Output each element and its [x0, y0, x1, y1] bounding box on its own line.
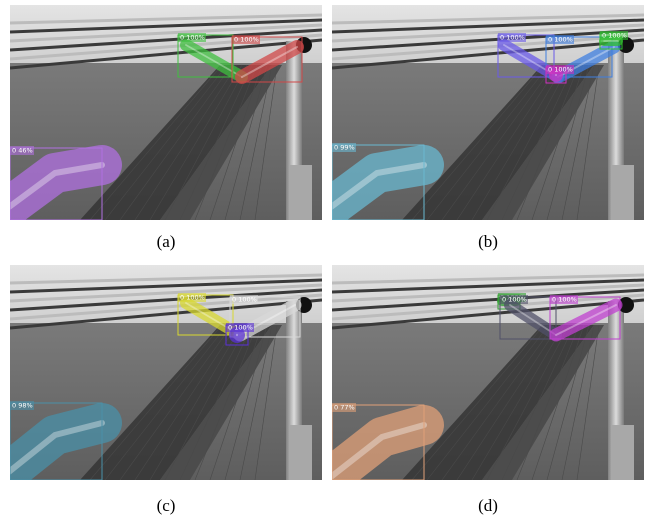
- box-label: 0 46%: [12, 147, 33, 155]
- box-label: 0 100%: [500, 34, 525, 42]
- caption: (b): [478, 232, 498, 251]
- photo-panel: 0 100% 0 100% 0 100% 0 100% 0 99%: [327, 5, 644, 221]
- figure: 0 100%0 100%0 46%(a)0 100%0 100%0 100%0 …: [0, 0, 654, 522]
- box-label: 0 100%: [180, 294, 205, 302]
- box-label: 0 100%: [502, 296, 527, 304]
- box-label: 0 100%: [232, 296, 257, 304]
- box-label: 0 100%: [180, 34, 205, 42]
- box-label: 0 100%: [234, 36, 259, 44]
- box-label: 0 77%: [334, 404, 355, 412]
- box-label: 0 99%: [334, 144, 355, 152]
- box-label: 0 100%: [548, 66, 573, 74]
- pole-base: [612, 165, 634, 220]
- pole-base: [290, 165, 312, 220]
- photo-panel: 0 100% 0 100% 0 100% 0 98%: [5, 265, 322, 481]
- pole-base: [612, 425, 634, 480]
- box-label: 0 100%: [228, 324, 253, 332]
- pole-base: [290, 425, 312, 480]
- box-label: 0 100%: [602, 32, 627, 40]
- box-label: 0 98%: [12, 402, 33, 410]
- caption: (c): [157, 496, 176, 515]
- caption: (a): [157, 232, 176, 251]
- box-label: 0 100%: [548, 36, 573, 44]
- photo-panel: 0 100%0 100%0 100%0 77%: [327, 265, 644, 481]
- box-label: 0 100%: [552, 296, 577, 304]
- photo-panel: 0 100% 0 100% 0 46%: [5, 5, 322, 221]
- caption: (d): [478, 496, 498, 515]
